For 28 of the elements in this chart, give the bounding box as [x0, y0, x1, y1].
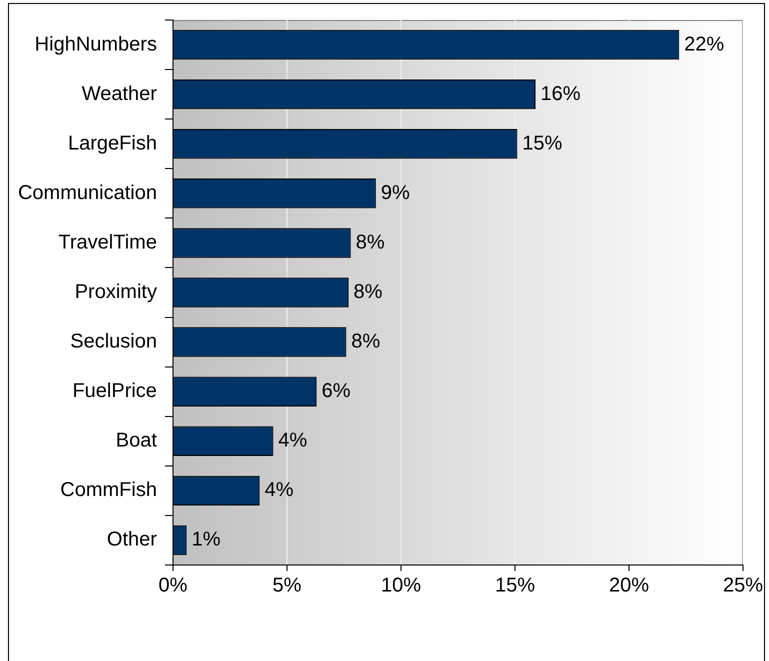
data-label: 8%	[354, 281, 383, 304]
y-tick-label: Seclusion	[70, 330, 157, 353]
x-tick-label: 10%	[380, 574, 422, 597]
data-label: 4%	[278, 430, 308, 452]
y-tick-label: HighNumbers	[34, 33, 157, 56]
y-tick-label: Proximity	[74, 281, 157, 304]
x-tick-label: 20%	[608, 574, 650, 597]
y-tick-label: TravelTime	[58, 231, 157, 254]
data-label: 6%	[322, 380, 351, 402]
data-label: 16%	[540, 82, 581, 105]
data-label: 8%	[351, 330, 380, 353]
x-tick-label: 15%	[494, 574, 536, 597]
y-tick-label: Communication	[18, 182, 157, 204]
x-tick-label: 5%	[272, 574, 302, 597]
y-tick-label: Boat	[116, 430, 158, 452]
x-tick-label: 25%	[722, 574, 764, 597]
y-tick-label: FuelPrice	[72, 380, 157, 402]
y-tick-label: CommFish	[60, 479, 157, 502]
data-label: 15%	[522, 132, 563, 154]
y-tick-label: Weather	[82, 82, 158, 105]
y-tick-label: LargeFish	[68, 132, 157, 154]
data-label: 4%	[264, 479, 294, 502]
data-label: 1%	[192, 528, 221, 551]
x-tick-label: 0%	[158, 574, 188, 597]
data-label: 22%	[684, 33, 724, 56]
data-label: 9%	[380, 182, 410, 204]
y-tick-label: Other	[106, 528, 158, 551]
data-label: 8%	[356, 231, 385, 254]
